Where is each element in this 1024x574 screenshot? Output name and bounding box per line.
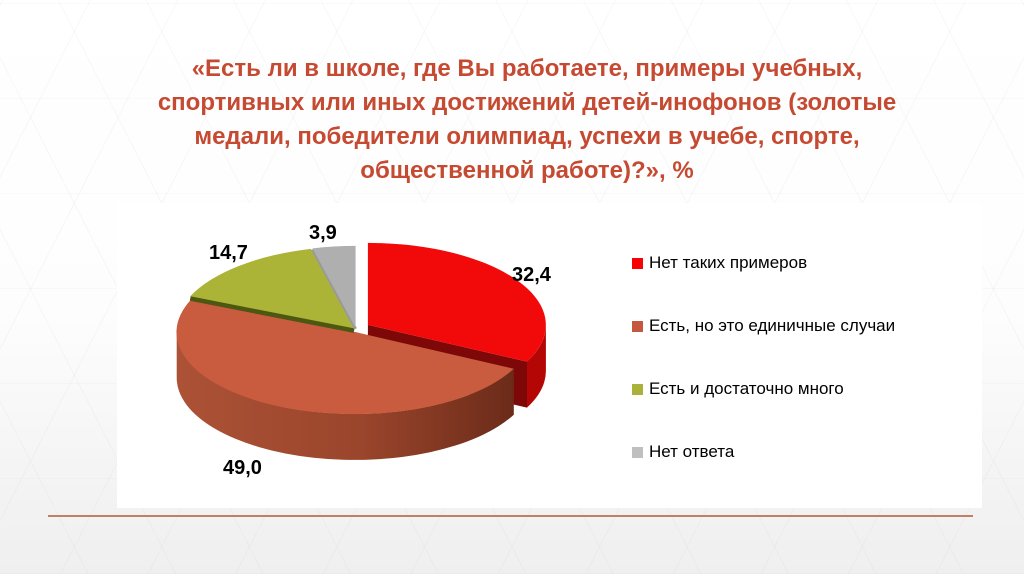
chart-legend: Нет таких примеров Есть, но это единичны… bbox=[632, 252, 895, 463]
value-label-isolated-cases: 49,0 bbox=[223, 457, 262, 479]
slide-title: «Есть ли в школе, где Вы работаете, прим… bbox=[97, 52, 957, 188]
value-label-no-answer: 3,9 bbox=[309, 222, 337, 244]
title-line-1: «Есть ли в школе, где Вы работаете, прим… bbox=[191, 55, 863, 82]
legend-label: Нет таких примеров bbox=[649, 253, 808, 272]
title-line-3: медали, победители олимпиад, успехи в уч… bbox=[194, 123, 860, 150]
legend-item: Есть и достаточно много bbox=[632, 378, 895, 400]
title-line-2: спортивных или иных достижений детей-ино… bbox=[157, 89, 897, 116]
legend-swatch-icon bbox=[632, 257, 643, 269]
legend-swatch-icon bbox=[632, 383, 643, 395]
legend-label: Есть, но это единичные случаи bbox=[649, 316, 896, 335]
value-label-no-examples: 32,4 bbox=[512, 264, 551, 286]
legend-label: Нет ответа bbox=[649, 442, 735, 461]
legend-item: Нет ответа bbox=[632, 441, 895, 463]
legend-swatch-icon bbox=[632, 320, 643, 332]
legend-label: Есть и достаточно много bbox=[649, 379, 844, 398]
legend-item: Есть, но это единичные случаи bbox=[632, 315, 895, 337]
legend-item: Нет таких примеров bbox=[632, 252, 895, 274]
title-line-4: общественной работе)?», % bbox=[360, 157, 694, 184]
value-label-quite-many: 14,7 bbox=[209, 242, 248, 264]
divider-line bbox=[48, 515, 973, 517]
legend-swatch-icon bbox=[632, 446, 643, 458]
